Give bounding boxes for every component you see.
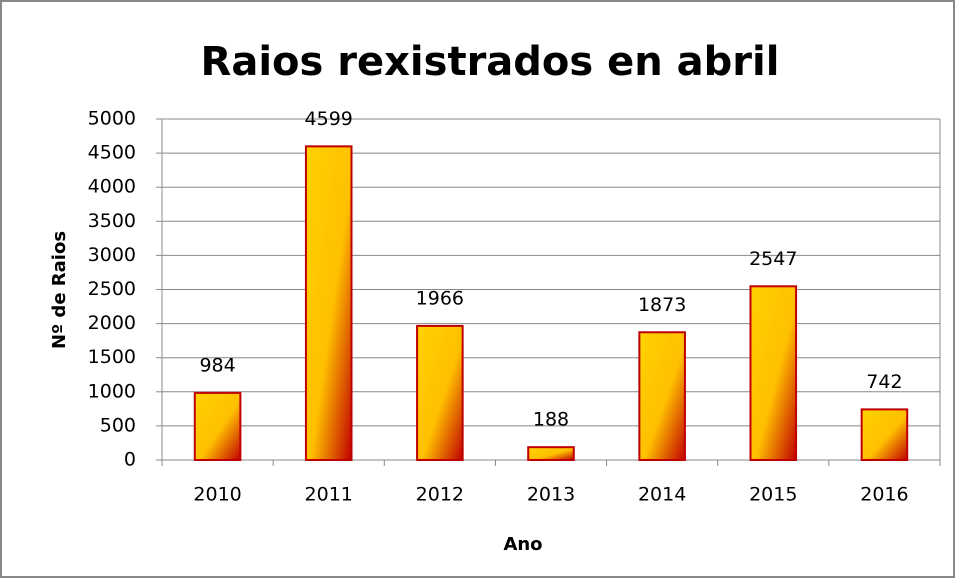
y-tick-label: 4500 [88,142,136,164]
y-tick-label: 3000 [88,244,136,266]
bar [193,391,242,462]
bar [638,331,686,462]
y-tick-label: 4000 [88,176,136,198]
x-tick-label: 2016 [860,484,908,506]
y-tick-label: 1000 [88,380,136,402]
y-tick-label: 2500 [88,278,136,300]
y-tick-label: 3500 [88,210,136,232]
bar [304,145,353,461]
data-label: 2547 [749,248,797,270]
data-label: 188 [533,409,569,431]
chart-title: Raios rexistrados en abril [201,39,780,85]
x-tick-label: 2014 [638,484,686,506]
y-tick-label: 0 [124,449,136,471]
y-tick-label: 2000 [88,312,136,334]
bar [527,446,575,462]
x-tick-label: 2013 [527,484,575,506]
bar [416,324,464,461]
x-tick-label: 2010 [193,484,241,506]
x-tick-label: 2015 [749,484,797,506]
bar [749,285,798,461]
x-tick-label: 2011 [305,484,353,506]
x-axis-label: Ano [503,534,542,555]
data-label: 4599 [305,108,353,130]
x-tick-label: 2012 [416,484,464,506]
data-label: 984 [199,354,235,376]
bar [860,408,909,461]
y-tick-label: 5000 [88,108,136,130]
data-label: 1873 [638,294,686,316]
data-label: 742 [866,371,902,393]
y-tick-label: 500 [100,414,136,436]
y-tick-label: 1500 [88,346,136,368]
y-axis-label: Nº de Raios [49,231,70,349]
data-label: 1966 [416,287,464,309]
